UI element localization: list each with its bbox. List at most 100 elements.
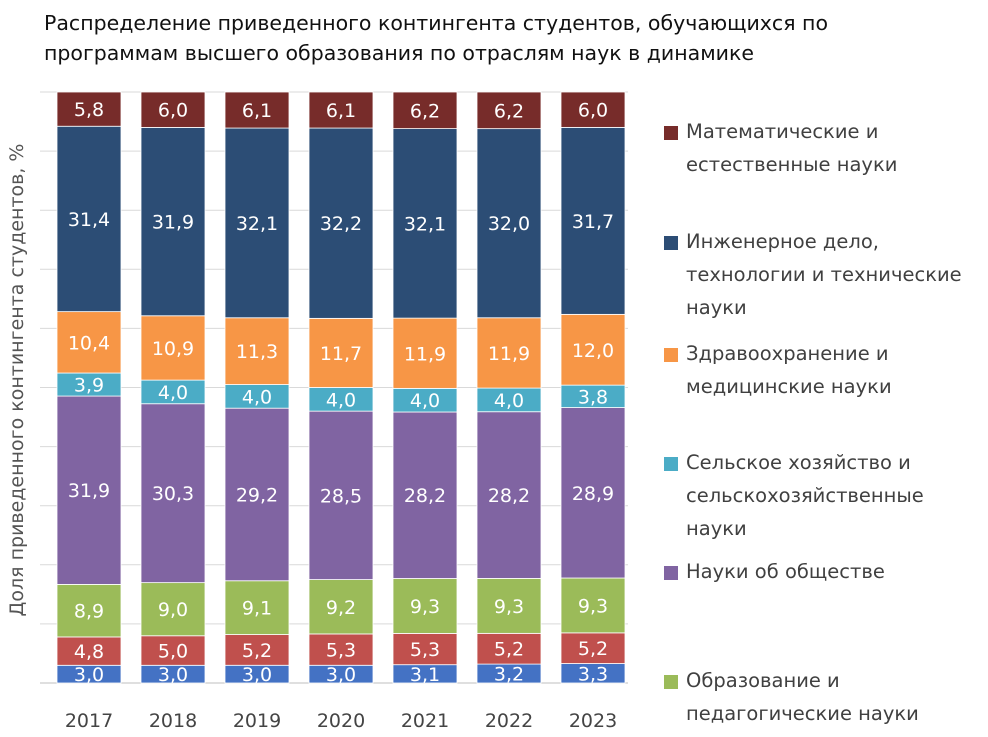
bar-segment-2022-6 bbox=[476, 128, 542, 319]
x-tick-2020: 2020 bbox=[317, 710, 365, 732]
bar-segment-2020-6 bbox=[308, 127, 374, 319]
legend-swatch bbox=[664, 675, 678, 689]
data-label-2018-4: 4,0 bbox=[158, 382, 188, 404]
bar-segment-2017-6 bbox=[56, 125, 122, 313]
legend-label: Науки об обществе bbox=[686, 555, 986, 588]
bar-segment-2020-3 bbox=[308, 410, 374, 580]
data-label-2018-5: 10,9 bbox=[152, 338, 194, 360]
data-label-2017-6: 31,4 bbox=[68, 209, 110, 231]
bar-segment-2018-5 bbox=[140, 315, 206, 381]
bar-segment-2018-1 bbox=[140, 635, 206, 666]
legend-label-line: технологии и технические bbox=[686, 263, 962, 286]
data-label-2023-0: 3,3 bbox=[578, 663, 608, 685]
data-label-2022-6: 32,0 bbox=[488, 213, 530, 235]
bar-segment-2021-2 bbox=[392, 578, 458, 634]
data-label-2020-2: 9,2 bbox=[326, 597, 356, 619]
bar-segment-2019-6 bbox=[224, 127, 290, 319]
legend-label: Образование и педагогические науки bbox=[686, 664, 986, 730]
x-tick-2017: 2017 bbox=[65, 710, 113, 732]
bar-segment-2021-3 bbox=[392, 411, 458, 579]
data-label-2021-1: 5,3 bbox=[410, 639, 440, 661]
data-label-2022-5: 11,9 bbox=[488, 343, 530, 365]
legend-label: Сельское хозяйство и сельскохозяйственные… bbox=[686, 446, 986, 545]
data-label-2019-0: 3,0 bbox=[242, 664, 272, 686]
bar-segment-2022-1 bbox=[476, 632, 542, 665]
legend-label-line: науки bbox=[686, 517, 747, 540]
data-label-2018-2: 9,0 bbox=[158, 599, 188, 621]
data-label-2022-1: 5,2 bbox=[494, 639, 524, 661]
bar-segment-2019-2 bbox=[224, 580, 290, 635]
data-label-2023-6: 31,7 bbox=[572, 211, 614, 233]
bar-segment-2019-7 bbox=[224, 91, 290, 129]
bar-segment-2023-7 bbox=[560, 91, 626, 128]
bar-segment-2023-5 bbox=[560, 313, 626, 386]
bar-segment-2017-3 bbox=[56, 395, 122, 585]
data-label-2019-4: 4,0 bbox=[242, 386, 272, 408]
data-label-2017-5: 10,4 bbox=[68, 332, 110, 354]
legend-label-line: науки bbox=[686, 296, 747, 319]
legend-label-line: естественные науки bbox=[686, 153, 898, 176]
x-tick-2018: 2018 bbox=[149, 710, 197, 732]
data-label-2018-0: 3,0 bbox=[158, 664, 188, 686]
legend-label-line: педагогические науки bbox=[686, 702, 919, 725]
legend-label: Здравоохранение и медицинские науки bbox=[686, 337, 986, 403]
data-label-2022-3: 28,2 bbox=[488, 485, 530, 507]
data-label-2019-2: 9,1 bbox=[242, 598, 272, 620]
data-label-2020-7: 6,1 bbox=[326, 100, 356, 122]
data-label-2017-3: 31,9 bbox=[68, 480, 110, 502]
x-tick-2021: 2021 bbox=[401, 710, 449, 732]
bar-segment-2023-6 bbox=[560, 126, 626, 315]
data-label-2021-5: 11,9 bbox=[404, 343, 446, 365]
data-label-2020-4: 4,0 bbox=[326, 389, 356, 411]
data-label-2022-2: 9,3 bbox=[494, 596, 524, 618]
bar-segment-2021-5 bbox=[392, 317, 458, 389]
data-label-2017-0: 3,0 bbox=[74, 664, 104, 686]
legend-label: Математические и естественные науки bbox=[686, 115, 986, 181]
data-label-2017-1: 4,8 bbox=[74, 641, 104, 663]
data-labels: 3,04,88,931,93,910,431,45,83,05,09,030,3… bbox=[68, 99, 614, 686]
data-label-2023-5: 12,0 bbox=[572, 340, 614, 362]
legend-label-line: Науки об обществе bbox=[686, 560, 885, 583]
data-label-2020-5: 11,7 bbox=[320, 343, 362, 365]
legend-swatch bbox=[664, 566, 678, 580]
legend-label: Инженерное дело, технологии и технические… bbox=[686, 225, 986, 324]
legend-label-line: Инженерное дело, bbox=[686, 230, 879, 253]
bar-segment-2017-5 bbox=[56, 311, 122, 374]
legend-label-line: Сельское хозяйство и bbox=[686, 451, 911, 474]
bar-segment-2019-3 bbox=[224, 407, 290, 582]
data-label-2020-1: 5,3 bbox=[326, 640, 356, 662]
legend-swatch bbox=[664, 457, 678, 471]
legend-label-line: Образование и bbox=[686, 669, 840, 692]
bar-segment-2021-1 bbox=[392, 633, 458, 666]
bar-segment-2017-1 bbox=[56, 636, 122, 666]
bar-segment-2020-1 bbox=[308, 633, 374, 666]
data-label-2021-2: 9,3 bbox=[410, 596, 440, 618]
bar-segment-2018-7 bbox=[140, 91, 206, 128]
data-label-2018-3: 30,3 bbox=[152, 483, 194, 505]
data-label-2017-7: 5,8 bbox=[74, 99, 104, 121]
data-label-2023-1: 5,2 bbox=[578, 638, 608, 660]
bar-segment-2019-5 bbox=[224, 317, 290, 385]
bar-segment-2021-6 bbox=[392, 128, 458, 319]
data-label-2022-4: 4,0 bbox=[494, 390, 524, 412]
x-tick-labels: 2017 2018 2019 2020 2021 2022 2023 bbox=[65, 710, 617, 732]
data-label-2019-1: 5,2 bbox=[242, 640, 272, 662]
bar-segment-2017-7 bbox=[56, 91, 122, 127]
data-label-2023-3: 28,9 bbox=[572, 483, 614, 505]
data-label-2019-6: 32,1 bbox=[236, 213, 278, 235]
bar-segment-2022-5 bbox=[476, 317, 542, 389]
legend-label-line: Математические и bbox=[686, 120, 879, 143]
bar-segment-2020-2 bbox=[308, 579, 374, 635]
bar-segment-2021-7 bbox=[392, 91, 458, 130]
data-label-2018-7: 6,0 bbox=[158, 100, 188, 122]
x-tick-2022: 2022 bbox=[485, 710, 533, 732]
data-label-2018-6: 31,9 bbox=[152, 212, 194, 234]
data-label-2020-0: 3,0 bbox=[326, 664, 356, 686]
x-tick-2019: 2019 bbox=[233, 710, 281, 732]
data-label-2018-1: 5,0 bbox=[158, 641, 188, 663]
bar-segment-2022-3 bbox=[476, 411, 542, 579]
chart-title: Распределение приведенного контингента с… bbox=[44, 11, 828, 65]
legend-swatch bbox=[664, 126, 678, 140]
data-label-2017-2: 8,9 bbox=[74, 601, 104, 623]
